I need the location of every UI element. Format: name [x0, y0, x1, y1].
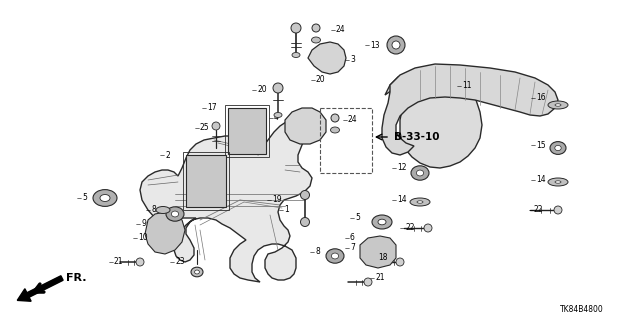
Text: 5: 5	[82, 194, 87, 203]
Ellipse shape	[195, 270, 200, 274]
Ellipse shape	[100, 195, 110, 202]
Circle shape	[554, 206, 562, 214]
Polygon shape	[140, 120, 312, 282]
Polygon shape	[285, 108, 326, 144]
Ellipse shape	[548, 101, 568, 109]
Text: 8: 8	[315, 248, 320, 256]
Ellipse shape	[417, 170, 424, 176]
Text: 22: 22	[534, 205, 543, 214]
Text: 24: 24	[348, 115, 358, 124]
Text: 19: 19	[272, 196, 282, 204]
Text: 17: 17	[207, 103, 216, 113]
Bar	[228, 108, 266, 154]
Text: TK84B4800: TK84B4800	[560, 306, 604, 315]
Ellipse shape	[411, 166, 429, 180]
Text: 14: 14	[536, 175, 546, 184]
Text: 21: 21	[114, 257, 124, 266]
Text: 25: 25	[200, 123, 210, 132]
Bar	[183, 152, 229, 210]
Text: 22: 22	[405, 224, 415, 233]
Text: 4: 4	[274, 114, 279, 122]
Text: 15: 15	[536, 140, 546, 150]
Ellipse shape	[372, 215, 392, 229]
Text: 5: 5	[355, 213, 360, 222]
Ellipse shape	[330, 127, 339, 133]
Ellipse shape	[312, 37, 321, 43]
Circle shape	[387, 36, 405, 54]
Text: 20: 20	[316, 76, 326, 85]
Text: 8: 8	[151, 205, 156, 214]
Polygon shape	[145, 212, 185, 254]
Text: 9: 9	[141, 219, 146, 228]
Text: 13: 13	[370, 41, 380, 49]
Text: 11: 11	[462, 81, 472, 91]
Ellipse shape	[555, 104, 561, 106]
Circle shape	[331, 114, 339, 122]
Ellipse shape	[292, 53, 300, 57]
Text: FR.: FR.	[66, 273, 86, 283]
Text: 23: 23	[175, 257, 184, 266]
Ellipse shape	[156, 206, 170, 213]
Circle shape	[301, 218, 310, 226]
Ellipse shape	[548, 178, 568, 186]
FancyArrow shape	[17, 276, 63, 301]
Ellipse shape	[274, 113, 282, 117]
Text: 2: 2	[165, 151, 170, 160]
Text: 20: 20	[257, 85, 267, 94]
Ellipse shape	[326, 249, 344, 263]
Circle shape	[212, 122, 220, 130]
Bar	[225, 105, 269, 157]
Ellipse shape	[332, 253, 339, 259]
Ellipse shape	[166, 207, 184, 221]
Bar	[186, 155, 226, 207]
Text: 14: 14	[397, 196, 406, 204]
Text: 7: 7	[350, 243, 355, 253]
Text: 3: 3	[350, 56, 355, 64]
Polygon shape	[360, 236, 396, 268]
Circle shape	[301, 190, 310, 199]
Ellipse shape	[555, 145, 561, 151]
Ellipse shape	[417, 201, 423, 203]
Circle shape	[136, 258, 144, 266]
Text: 16: 16	[536, 93, 546, 102]
Polygon shape	[382, 64, 558, 155]
Circle shape	[273, 83, 283, 93]
Ellipse shape	[191, 267, 203, 277]
Circle shape	[364, 278, 372, 286]
Text: 21: 21	[375, 273, 385, 283]
Polygon shape	[308, 42, 346, 74]
Text: 18: 18	[378, 254, 387, 263]
Ellipse shape	[550, 142, 566, 154]
Text: 10: 10	[138, 234, 148, 242]
Circle shape	[424, 224, 432, 232]
Text: 24: 24	[336, 26, 346, 34]
Text: 1: 1	[284, 205, 289, 214]
Ellipse shape	[410, 198, 430, 206]
Circle shape	[291, 23, 301, 33]
Circle shape	[312, 24, 320, 32]
Text: B-33-10: B-33-10	[394, 132, 440, 142]
Circle shape	[392, 41, 400, 49]
Polygon shape	[385, 70, 482, 168]
Text: 6: 6	[350, 234, 355, 242]
Circle shape	[396, 258, 404, 266]
Text: 12: 12	[397, 164, 406, 173]
Ellipse shape	[93, 189, 117, 206]
Ellipse shape	[555, 181, 561, 183]
Ellipse shape	[378, 219, 386, 225]
Ellipse shape	[172, 211, 179, 217]
